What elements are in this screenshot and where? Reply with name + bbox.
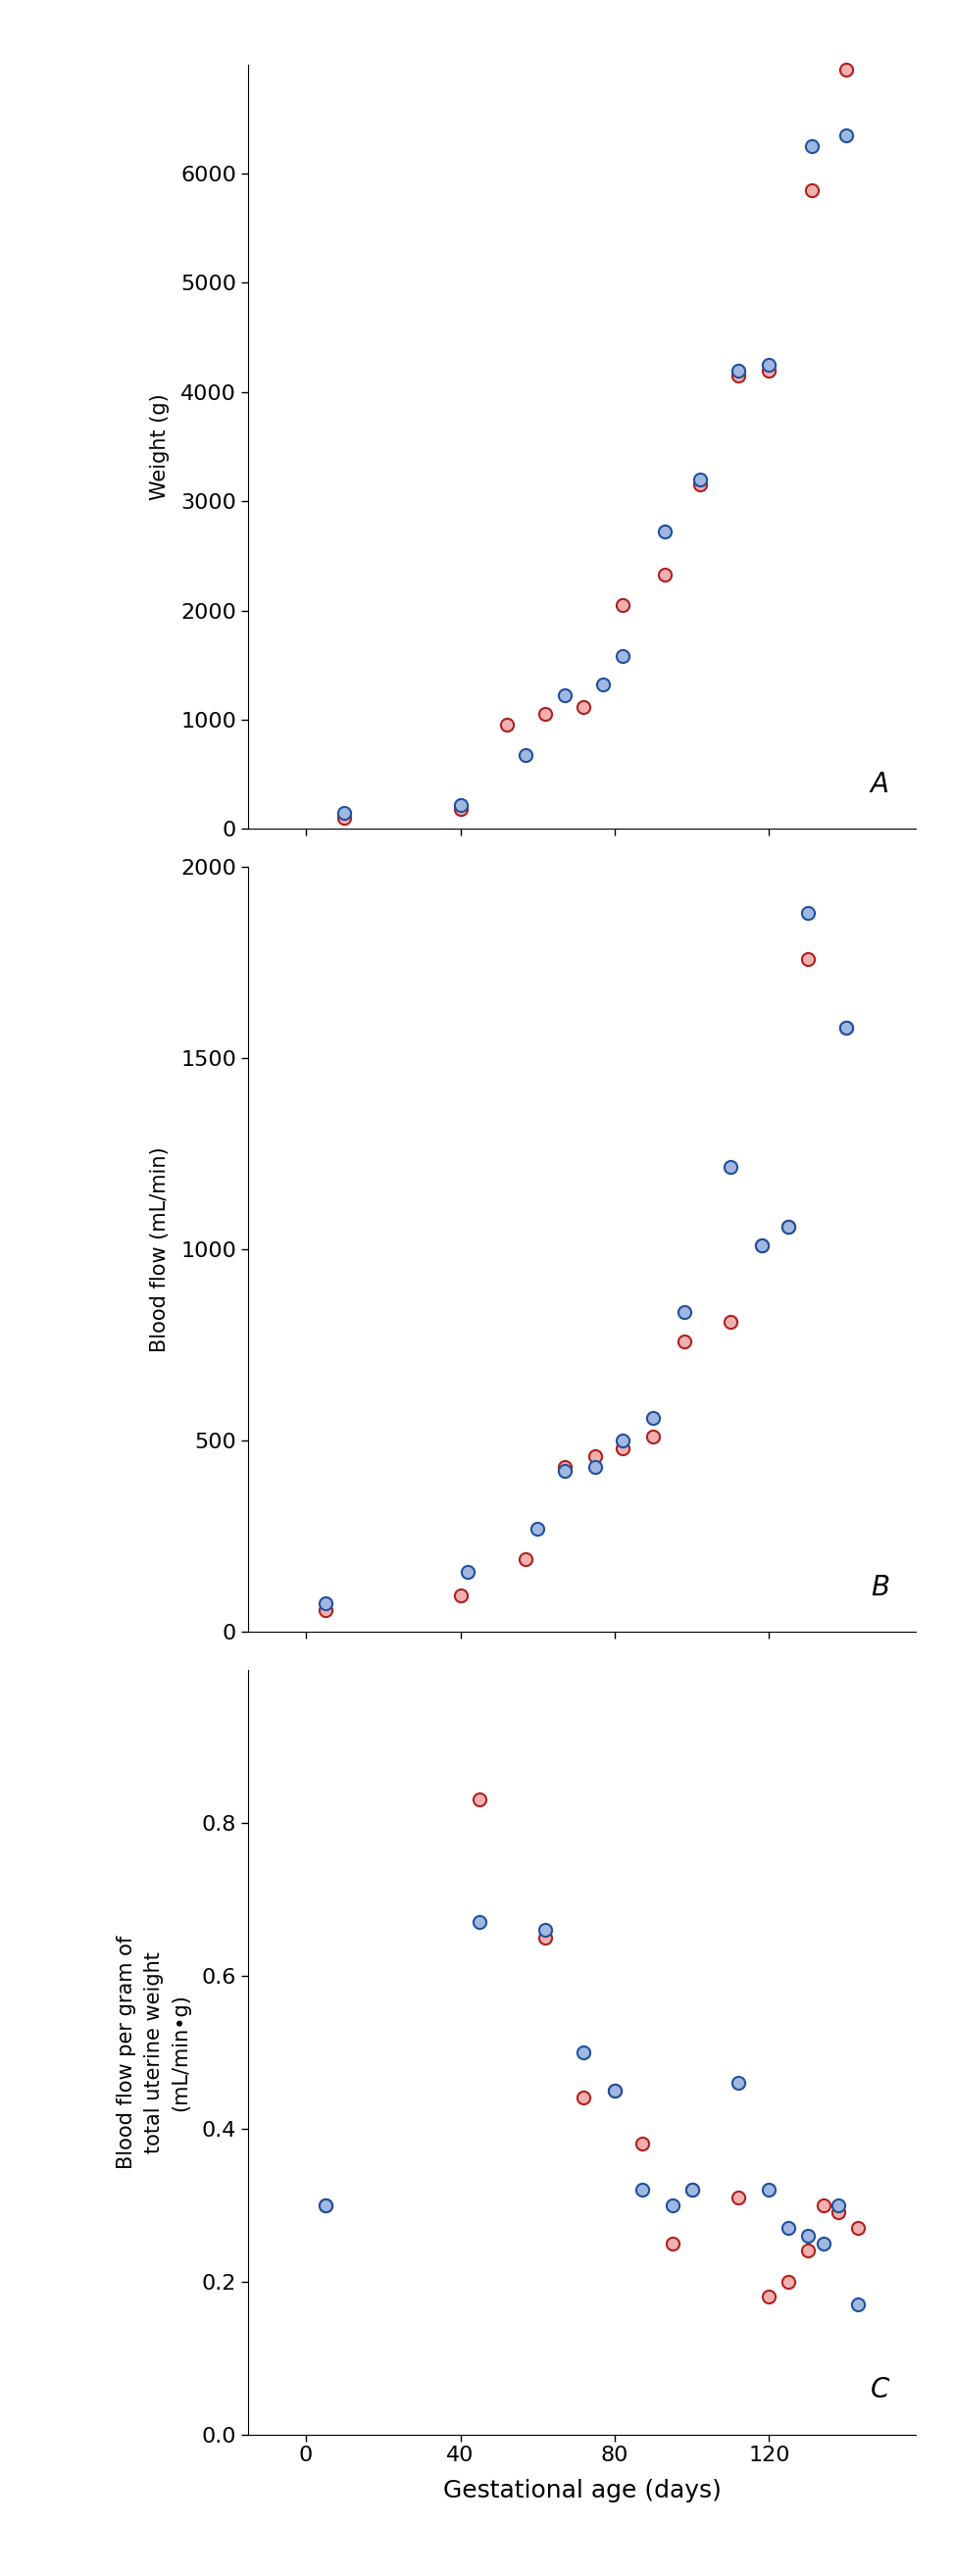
- Point: [576, 2076, 591, 2117]
- Point: [472, 1780, 487, 1821]
- Point: [657, 554, 673, 595]
- Point: [634, 2169, 650, 2210]
- Point: [453, 1574, 468, 1615]
- Point: [723, 1146, 738, 1188]
- X-axis label: Gestational age (days): Gestational age (days): [443, 2478, 721, 2504]
- Point: [538, 1917, 553, 1958]
- Point: [614, 1419, 630, 1461]
- Point: [318, 2184, 333, 2226]
- Point: [588, 1435, 603, 1476]
- Point: [634, 2123, 650, 2164]
- Point: [761, 2169, 777, 2210]
- Point: [665, 2184, 680, 2226]
- Point: [800, 2215, 816, 2257]
- Point: [754, 1226, 769, 1267]
- Point: [816, 2184, 831, 2226]
- Point: [731, 355, 746, 397]
- Point: [839, 49, 854, 90]
- Text: C: C: [870, 2375, 889, 2403]
- Point: [804, 126, 819, 167]
- Point: [576, 685, 591, 726]
- Point: [731, 2061, 746, 2102]
- Point: [839, 1007, 854, 1048]
- Point: [318, 2184, 333, 2226]
- Point: [839, 1007, 854, 1048]
- Text: A: A: [870, 770, 889, 799]
- Point: [529, 1507, 545, 1548]
- Point: [557, 1450, 572, 1492]
- Point: [607, 2069, 622, 2110]
- Point: [754, 1226, 769, 1267]
- Point: [684, 2169, 699, 2210]
- Point: [518, 1538, 533, 1579]
- Point: [472, 1901, 487, 1942]
- Point: [692, 459, 707, 500]
- Point: [607, 2069, 622, 2110]
- Point: [318, 1582, 333, 1623]
- Point: [676, 1291, 692, 1332]
- Point: [614, 636, 630, 677]
- Point: [453, 783, 468, 824]
- Point: [576, 2032, 591, 2074]
- Point: [657, 510, 673, 551]
- Point: [646, 1396, 661, 1437]
- Point: [557, 1448, 572, 1489]
- Point: [800, 938, 816, 979]
- Y-axis label: Blood flow (mL/min): Blood flow (mL/min): [150, 1146, 170, 1352]
- Point: [557, 675, 572, 716]
- Point: [731, 2177, 746, 2218]
- Point: [337, 791, 352, 832]
- Point: [614, 1427, 630, 1468]
- Point: [684, 2169, 699, 2210]
- Point: [780, 2208, 796, 2249]
- Point: [804, 170, 819, 211]
- Point: [780, 1206, 796, 1247]
- Point: [337, 799, 352, 840]
- Point: [461, 1551, 476, 1592]
- Y-axis label: Weight (g): Weight (g): [150, 394, 170, 500]
- Point: [761, 345, 777, 386]
- Text: B: B: [870, 1574, 889, 1602]
- Point: [761, 350, 777, 392]
- Point: [676, 1321, 692, 1363]
- Point: [761, 2277, 777, 2318]
- Point: [538, 693, 553, 734]
- Point: [780, 1206, 796, 1247]
- Point: [614, 585, 630, 626]
- Point: [646, 1417, 661, 1458]
- Point: [731, 350, 746, 392]
- Point: [723, 1301, 738, 1342]
- Point: [318, 1589, 333, 1631]
- Point: [595, 665, 611, 706]
- Point: [665, 2223, 680, 2264]
- Point: [831, 2192, 846, 2233]
- Point: [816, 2223, 831, 2264]
- Point: [800, 891, 816, 933]
- Y-axis label: Blood flow per gram of
total uterine weight
(mL/min•g): Blood flow per gram of total uterine wei…: [116, 1935, 191, 2169]
- Point: [588, 1448, 603, 1489]
- Point: [800, 2231, 816, 2272]
- Point: [538, 1909, 553, 1950]
- Point: [499, 703, 514, 744]
- Point: [831, 2184, 846, 2226]
- Point: [839, 116, 854, 157]
- Point: [850, 2285, 865, 2326]
- Point: [692, 464, 707, 505]
- Point: [453, 788, 468, 829]
- Point: [518, 734, 533, 775]
- Point: [780, 2262, 796, 2303]
- Point: [850, 2208, 865, 2249]
